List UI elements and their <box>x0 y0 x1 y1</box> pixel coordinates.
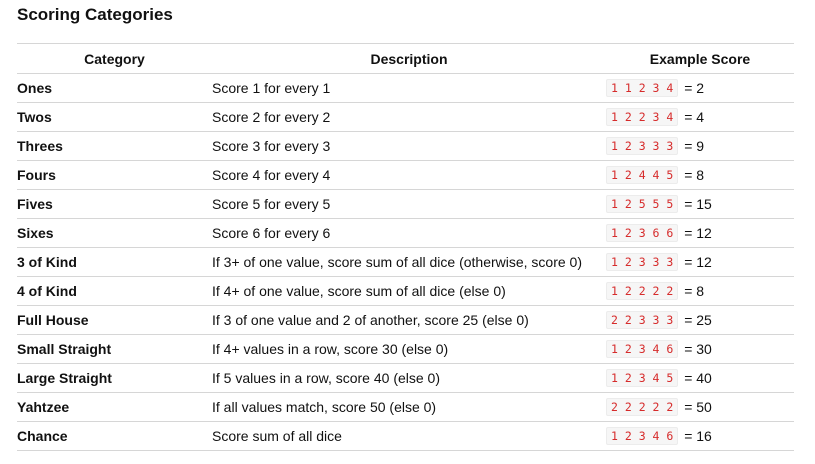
score-result: = 15 <box>684 196 712 213</box>
category-cell: Fives <box>17 189 212 219</box>
category-cell: Small Straight <box>17 334 212 364</box>
description-cell: If 4+ of one value, score sum of all dic… <box>212 276 606 306</box>
category-cell: Twos <box>17 102 212 132</box>
score-result: = 4 <box>684 109 705 126</box>
table-row: Threes Score 3 for every 3 1 2 3 3 3 = 9 <box>17 131 794 161</box>
example-score-cell: 1 2 3 3 3 = 9 <box>606 131 794 161</box>
score-result: = 50 <box>684 399 712 416</box>
description-cell: Score 5 for every 5 <box>212 189 606 219</box>
table-row: Large Straight If 5 values in a row, sco… <box>17 363 794 393</box>
dice-values: 2 2 3 3 3 <box>606 311 679 330</box>
table-row: Full House If 3 of one value and 2 of an… <box>17 305 794 335</box>
description-cell: Score sum of all dice <box>212 421 606 451</box>
dice-values: 1 2 3 4 6 <box>606 427 679 446</box>
page-title: Scoring Categories <box>17 5 173 24</box>
dice-values: 1 2 2 3 4 <box>606 108 679 127</box>
table-row: 4 of Kind If 4+ of one value, score sum … <box>17 276 794 306</box>
table-row: Sixes Score 6 for every 6 1 2 3 6 6 = 12 <box>17 218 794 248</box>
example-score-cell: 1 2 4 4 5 = 8 <box>606 160 794 190</box>
table-row: Fours Score 4 for every 4 1 2 4 4 5 = 8 <box>17 160 794 190</box>
example-score-cell: 1 2 5 5 5 = 15 <box>606 189 794 219</box>
score-result: = 40 <box>684 370 712 387</box>
dice-values: 1 2 3 4 5 <box>606 369 679 388</box>
table-header-row: Category Description Example Score <box>17 43 794 74</box>
example-score-cell: 1 2 3 3 3 = 12 <box>606 247 794 277</box>
score-result: = 9 <box>684 138 705 155</box>
dice-values: 1 2 3 3 3 <box>606 253 679 272</box>
example-score-cell: 1 2 2 2 2 = 8 <box>606 276 794 306</box>
example-score-cell: 1 2 3 4 6 = 16 <box>606 421 794 451</box>
score-result: = 8 <box>684 283 705 300</box>
description-cell: Score 1 for every 1 <box>212 73 606 103</box>
category-cell: Ones <box>17 73 212 103</box>
score-result: = 16 <box>684 428 712 445</box>
dice-values: 1 2 3 3 3 <box>606 137 679 156</box>
example-score-cell: 1 2 3 4 5 = 40 <box>606 363 794 393</box>
category-cell: 4 of Kind <box>17 276 212 306</box>
description-cell: Score 3 for every 3 <box>212 131 606 161</box>
category-cell: Fours <box>17 160 212 190</box>
example-score-cell: 2 2 3 3 3 = 25 <box>606 305 794 335</box>
description-cell: Score 2 for every 2 <box>212 102 606 132</box>
category-cell: Threes <box>17 131 212 161</box>
description-cell: If 5 values in a row, score 40 (else 0) <box>212 363 606 393</box>
category-cell: Chance <box>17 421 212 451</box>
example-score-cell: 1 2 3 6 6 = 12 <box>606 218 794 248</box>
example-score-cell: 1 2 3 4 6 = 30 <box>606 334 794 364</box>
description-cell: If 3 of one value and 2 of another, scor… <box>212 305 606 335</box>
dice-values: 2 2 2 2 2 <box>606 398 679 417</box>
description-cell: Score 6 for every 6 <box>212 218 606 248</box>
table-row: Yahtzee If all values match, score 50 (e… <box>17 392 794 422</box>
header-category: Category <box>17 43 212 74</box>
category-cell: Large Straight <box>17 363 212 393</box>
table-row: Small Straight If 4+ values in a row, sc… <box>17 334 794 364</box>
description-cell: If 3+ of one value, score sum of all dic… <box>212 247 606 277</box>
table-row: Fives Score 5 for every 5 1 2 5 5 5 = 15 <box>17 189 794 219</box>
example-score-cell: 1 2 2 3 4 = 4 <box>606 102 794 132</box>
score-result: = 30 <box>684 341 712 358</box>
category-cell: Yahtzee <box>17 392 212 422</box>
dice-values: 1 2 5 5 5 <box>606 195 679 214</box>
table-row: Ones Score 1 for every 1 1 1 2 3 4 = 2 <box>17 73 794 103</box>
score-result: = 2 <box>684 80 705 97</box>
example-score-cell: 1 1 2 3 4 = 2 <box>606 73 794 103</box>
table-row: Chance Score sum of all dice 1 2 3 4 6 =… <box>17 421 794 451</box>
category-cell: Sixes <box>17 218 212 248</box>
score-result: = 8 <box>684 167 705 184</box>
table-row: Twos Score 2 for every 2 1 2 2 3 4 = 4 <box>17 102 794 132</box>
header-example-score: Example Score <box>606 43 794 74</box>
example-score-cell: 2 2 2 2 2 = 50 <box>606 392 794 422</box>
dice-values: 1 2 2 2 2 <box>606 282 679 301</box>
score-result: = 12 <box>684 254 712 271</box>
score-result: = 25 <box>684 312 712 329</box>
dice-values: 1 1 2 3 4 <box>606 79 679 98</box>
description-cell: If all values match, score 50 (else 0) <box>212 392 606 422</box>
score-result: = 12 <box>684 225 712 242</box>
table-row: 3 of Kind If 3+ of one value, score sum … <box>17 247 794 277</box>
dice-values: 1 2 3 6 6 <box>606 224 679 243</box>
category-cell: Full House <box>17 305 212 335</box>
dice-values: 1 2 3 4 6 <box>606 340 679 359</box>
description-cell: Score 4 for every 4 <box>212 160 606 190</box>
scoring-table: Category Description Example Score Ones … <box>17 43 794 451</box>
header-description: Description <box>212 43 606 74</box>
description-cell: If 4+ values in a row, score 30 (else 0) <box>212 334 606 364</box>
dice-values: 1 2 4 4 5 <box>606 166 679 185</box>
category-cell: 3 of Kind <box>17 247 212 277</box>
